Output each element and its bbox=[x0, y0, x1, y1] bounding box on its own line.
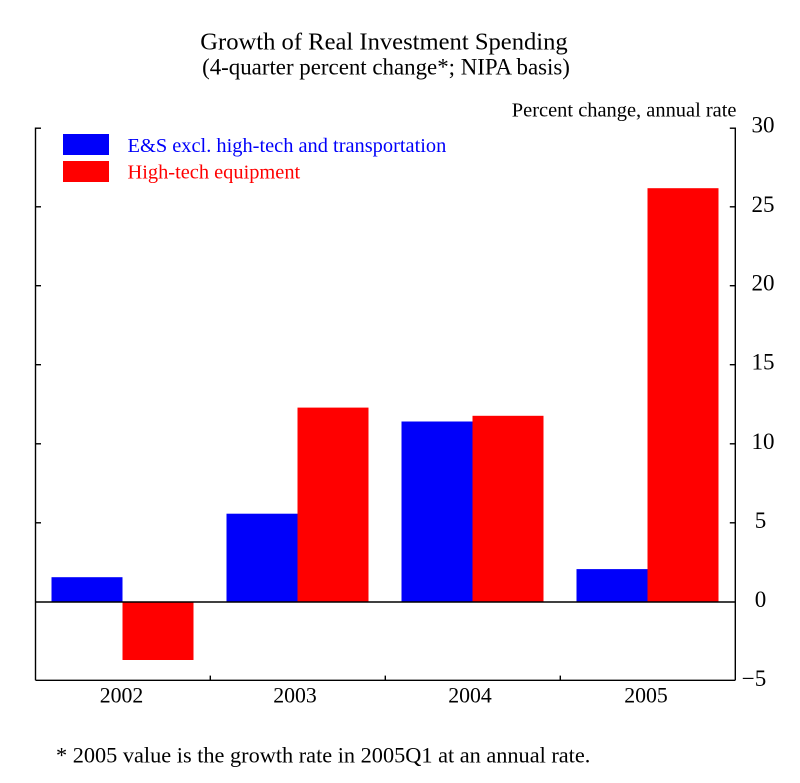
svg-text:0: 0 bbox=[755, 587, 767, 612]
svg-text:2005: 2005 bbox=[624, 684, 668, 708]
svg-text:(4-quarter percent change*; NI: (4-quarter percent change*; NIPA basis) bbox=[202, 55, 570, 80]
svg-text:15: 15 bbox=[752, 350, 775, 375]
svg-text:25: 25 bbox=[752, 192, 775, 217]
svg-text:Percent change, annual rate: Percent change, annual rate bbox=[512, 100, 737, 122]
svg-text:30: 30 bbox=[752, 113, 775, 138]
svg-text:5: 5 bbox=[755, 508, 767, 533]
svg-text:High-tech equipment: High-tech equipment bbox=[128, 161, 301, 183]
svg-text:2003: 2003 bbox=[273, 684, 317, 708]
svg-text:2002: 2002 bbox=[100, 684, 144, 708]
svg-text:Growth of Real Investment Spen: Growth of Real Investment Spending bbox=[200, 29, 567, 56]
svg-text:−5: −5 bbox=[742, 666, 766, 691]
svg-text:* 2005 value is the growth rat: * 2005 value is the growth rate in 2005Q… bbox=[56, 743, 590, 768]
svg-text:2004: 2004 bbox=[448, 684, 492, 708]
svg-text:20: 20 bbox=[752, 271, 775, 296]
svg-text:10: 10 bbox=[752, 429, 775, 454]
svg-text:E&S excl. high-tech and transp: E&S excl. high-tech and transportation bbox=[128, 135, 447, 157]
